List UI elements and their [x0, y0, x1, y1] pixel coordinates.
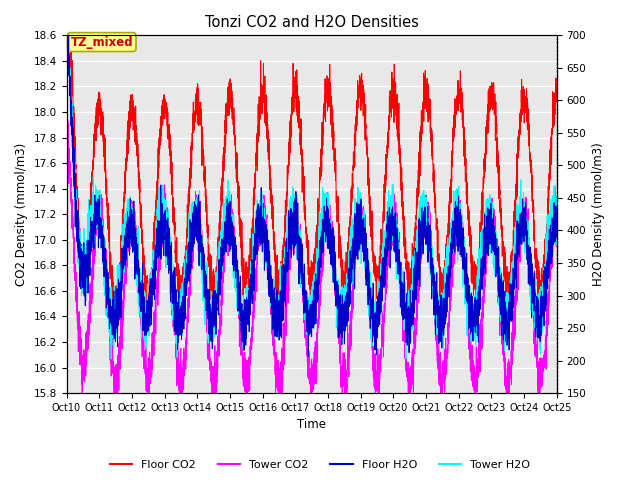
Y-axis label: CO2 Density (mmol/m3): CO2 Density (mmol/m3) [15, 143, 28, 286]
Y-axis label: H2O Density (mmol/m3): H2O Density (mmol/m3) [592, 143, 605, 286]
Legend: Floor CO2, Tower CO2, Floor H2O, Tower H2O: Floor CO2, Tower CO2, Floor H2O, Tower H… [105, 456, 535, 474]
X-axis label: Time: Time [297, 419, 326, 432]
Text: TZ_mixed: TZ_mixed [70, 36, 133, 48]
Title: Tonzi CO2 and H2O Densities: Tonzi CO2 and H2O Densities [205, 15, 419, 30]
